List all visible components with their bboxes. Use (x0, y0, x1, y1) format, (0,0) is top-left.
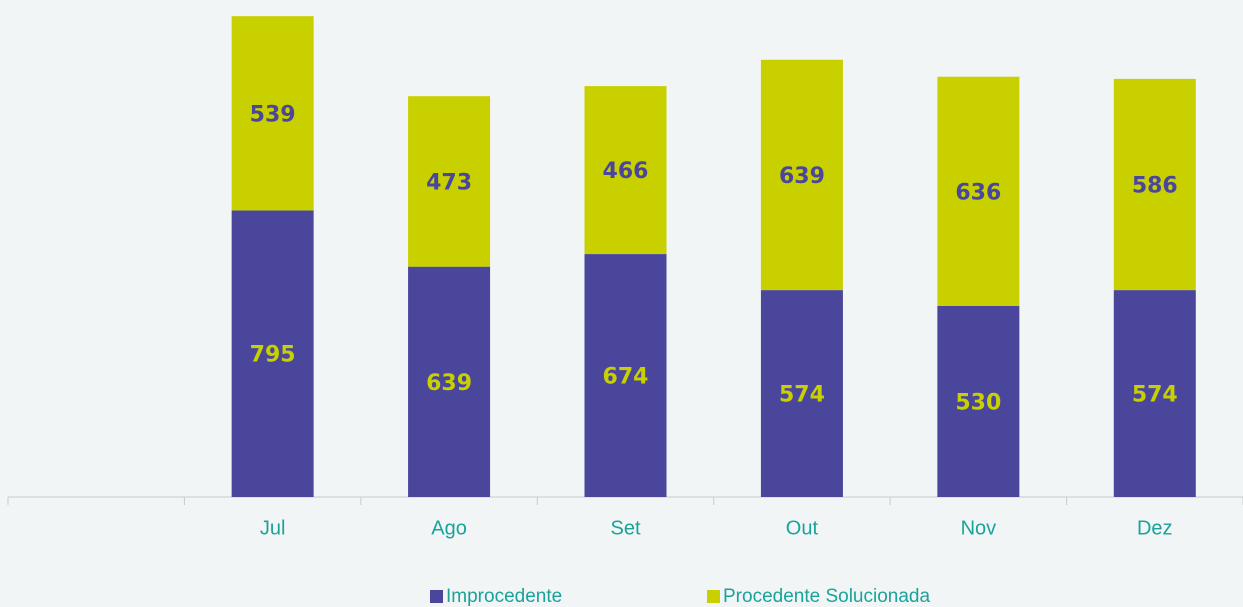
data-label: 636 (955, 180, 1001, 205)
bar-segment (584, 86, 667, 255)
bar-segment (1113, 290, 1196, 497)
data-label: 586 (1132, 173, 1178, 198)
x-tick-label: Nov (961, 517, 997, 539)
legend-swatch (707, 590, 720, 603)
bar-segment (231, 16, 314, 211)
data-label: 795 (250, 343, 296, 368)
legend-label: Improcedente (446, 586, 562, 607)
data-label: 539 (250, 102, 296, 127)
data-label: 674 (603, 365, 649, 390)
bar-segment (231, 210, 314, 497)
bar-segment (408, 266, 491, 497)
bar-segment (408, 96, 491, 267)
x-tick-label: Set (610, 517, 640, 539)
data-label: 466 (603, 159, 649, 184)
data-label: 530 (955, 390, 1001, 415)
bar-segment (1113, 78, 1196, 291)
bar-segment (937, 305, 1020, 497)
x-tick-label: Ago (431, 517, 467, 539)
legend-swatch (430, 590, 443, 603)
bar-segment (937, 76, 1020, 306)
bar-segment (584, 254, 667, 497)
bar-segment (760, 290, 843, 497)
data-label: 574 (1132, 383, 1178, 408)
bar-segment (760, 59, 843, 291)
data-label: 473 (426, 170, 472, 195)
data-label: 639 (779, 164, 825, 189)
data-label: 574 (779, 383, 825, 408)
x-tick-label: Dez (1137, 517, 1173, 539)
legend-label: Procedente Solucionada (723, 586, 930, 607)
x-tick-label: Out (786, 517, 819, 539)
data-label: 639 (426, 371, 472, 396)
x-tick-label: Jul (260, 517, 286, 539)
